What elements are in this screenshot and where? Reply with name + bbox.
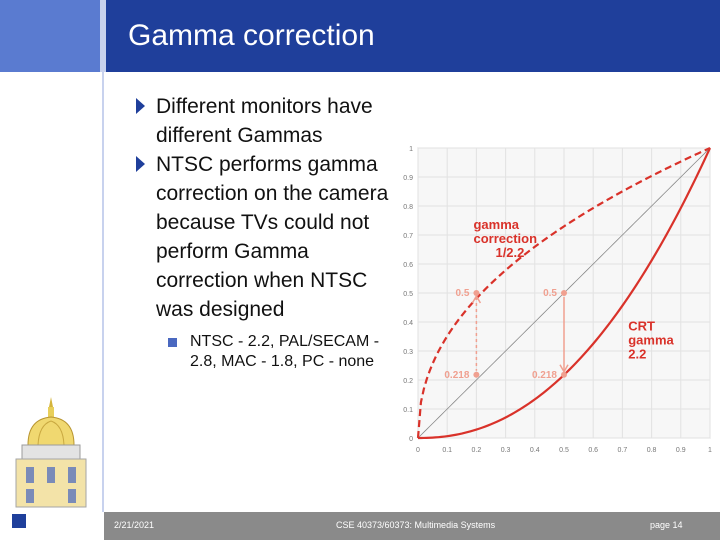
x-tick-label: 0 — [416, 447, 420, 454]
sub-bullet-text: NTSC - 2.2, PAL/SECAM - 2.8, MAC - 1.8, … — [190, 333, 380, 370]
bullet-arrow-icon — [136, 98, 145, 114]
bullet-text: NTSC performs gamma correction on the ca… — [156, 153, 389, 321]
x-tick-label: 0.6 — [588, 447, 598, 454]
series-line-0 — [416, 146, 711, 439]
x-tick-label: 0.9 — [676, 447, 686, 454]
x-tick-label: 0.2 — [472, 447, 482, 454]
bullet-text: Different monitors have different Gammas — [156, 95, 373, 147]
title-accent — [0, 0, 100, 72]
y-tick-label: 0 — [409, 436, 413, 443]
curve-label: gamma — [473, 217, 519, 232]
curve-label: CRT — [628, 319, 655, 334]
x-tick-label: 0.5 — [559, 447, 569, 454]
point-label: 0.5 — [455, 288, 469, 299]
point-label: 0.218 — [444, 370, 469, 381]
y-tick-label: 0.6 — [403, 262, 413, 269]
point-label: 0.5 — [543, 288, 557, 299]
sub-bullet-square-icon — [168, 338, 177, 347]
gamma-chart: 0 0.1 0.2 0.3 0.4 0.5 0.6 0.7 0.8 0.9 1 0 0.1 0.2 0.3 0… — [403, 146, 712, 454]
bullet-item: NTSC performs gamma correction on the ca… — [136, 150, 406, 324]
y-tick-label: 1 — [409, 146, 413, 153]
curve-label: 2.2 — [628, 347, 646, 362]
x-tick-label: 0.1 — [442, 447, 452, 454]
y-tick-label: 0.7 — [403, 233, 413, 240]
footer-page: page 14 — [650, 520, 683, 530]
data-point — [473, 371, 480, 378]
footer-course: CSE 40373/60373: Multimedia Systems — [336, 520, 496, 530]
title-bar — [0, 0, 720, 72]
y-tick-label: 0.9 — [403, 175, 413, 182]
footer-square — [10, 512, 28, 530]
y-tick-label: 0.4 — [403, 320, 413, 327]
bullet-list: Different monitors have different Gammas… — [136, 92, 406, 372]
x-tick-label: 1 — [708, 447, 712, 454]
y-tick-label: 0.3 — [403, 349, 413, 356]
slide-title: Gamma correction — [128, 19, 375, 52]
y-tick-label: 0.5 — [403, 291, 413, 298]
bullet-arrow-icon — [136, 156, 145, 172]
x-tick-label: 0.4 — [530, 447, 540, 454]
left-strip-divider — [102, 72, 104, 512]
data-point — [561, 371, 567, 378]
y-tick-label: 0.2 — [403, 378, 413, 385]
chart-ticks: 0 0.1 0.2 0.3 0.4 0.5 0.6 0.7 0.8 0.9 1 0 0.1 0.2 0.3 0… — [403, 146, 712, 454]
y-tick-label: 0.8 — [403, 204, 413, 211]
y-tick-label: 0.1 — [403, 407, 413, 414]
title-accent-stripe — [100, 0, 106, 72]
x-tick-label: 0.3 — [501, 447, 511, 454]
curve-label: gamma — [628, 333, 674, 348]
footer-bar: 2/21/2021 CSE 40373/60373: Multimedia Sy… — [104, 512, 720, 540]
x-tick-label: 0.7 — [618, 447, 628, 454]
footer-date: 2/21/2021 — [114, 520, 155, 530]
bullet-item: Different monitors have different Gammas — [136, 92, 406, 150]
dome-logo — [15, 397, 87, 508]
data-point — [561, 290, 567, 296]
curve-label: correction — [473, 231, 537, 246]
sub-bullet-item: NTSC - 2.2, PAL/SECAM - 2.8, MAC - 1.8, … — [136, 332, 406, 372]
curve-label: 1/2.2 — [495, 245, 524, 260]
x-tick-label: 0.8 — [647, 447, 657, 454]
point-label: 0.218 — [532, 370, 557, 381]
data-point — [473, 290, 480, 296]
